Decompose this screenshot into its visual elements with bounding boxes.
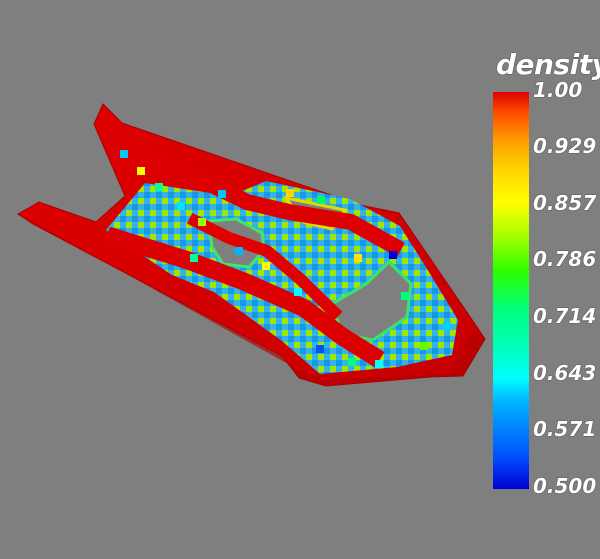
- colorbar-tick-0-929: 0.929: [533, 134, 597, 158]
- colorbar-tick-0-643: 0.643: [533, 361, 597, 385]
- colorbar-tick-0-857: 0.857: [533, 191, 597, 215]
- model-strut-upper: [120, 145, 405, 257]
- density-colorbar: [493, 92, 529, 489]
- model-strut-cross: [186, 212, 343, 321]
- model-strut-lower: [104, 226, 385, 368]
- colorbar-title: density: [496, 48, 600, 81]
- colorbar-tick-labels: 1.00 0.929 0.857 0.786 0.714 0.643 0.571…: [533, 80, 597, 500]
- colorbar-tick-0-500: 0.500: [533, 474, 597, 498]
- colorbar-tick-0-786: 0.786: [533, 247, 597, 271]
- colorbar-tick-0-571: 0.571: [533, 417, 597, 441]
- density-voxel-fragments: [120, 150, 451, 368]
- colorbar-tick-1-00: 1.00: [533, 78, 583, 102]
- colorbar-tick-0-714: 0.714: [533, 304, 597, 328]
